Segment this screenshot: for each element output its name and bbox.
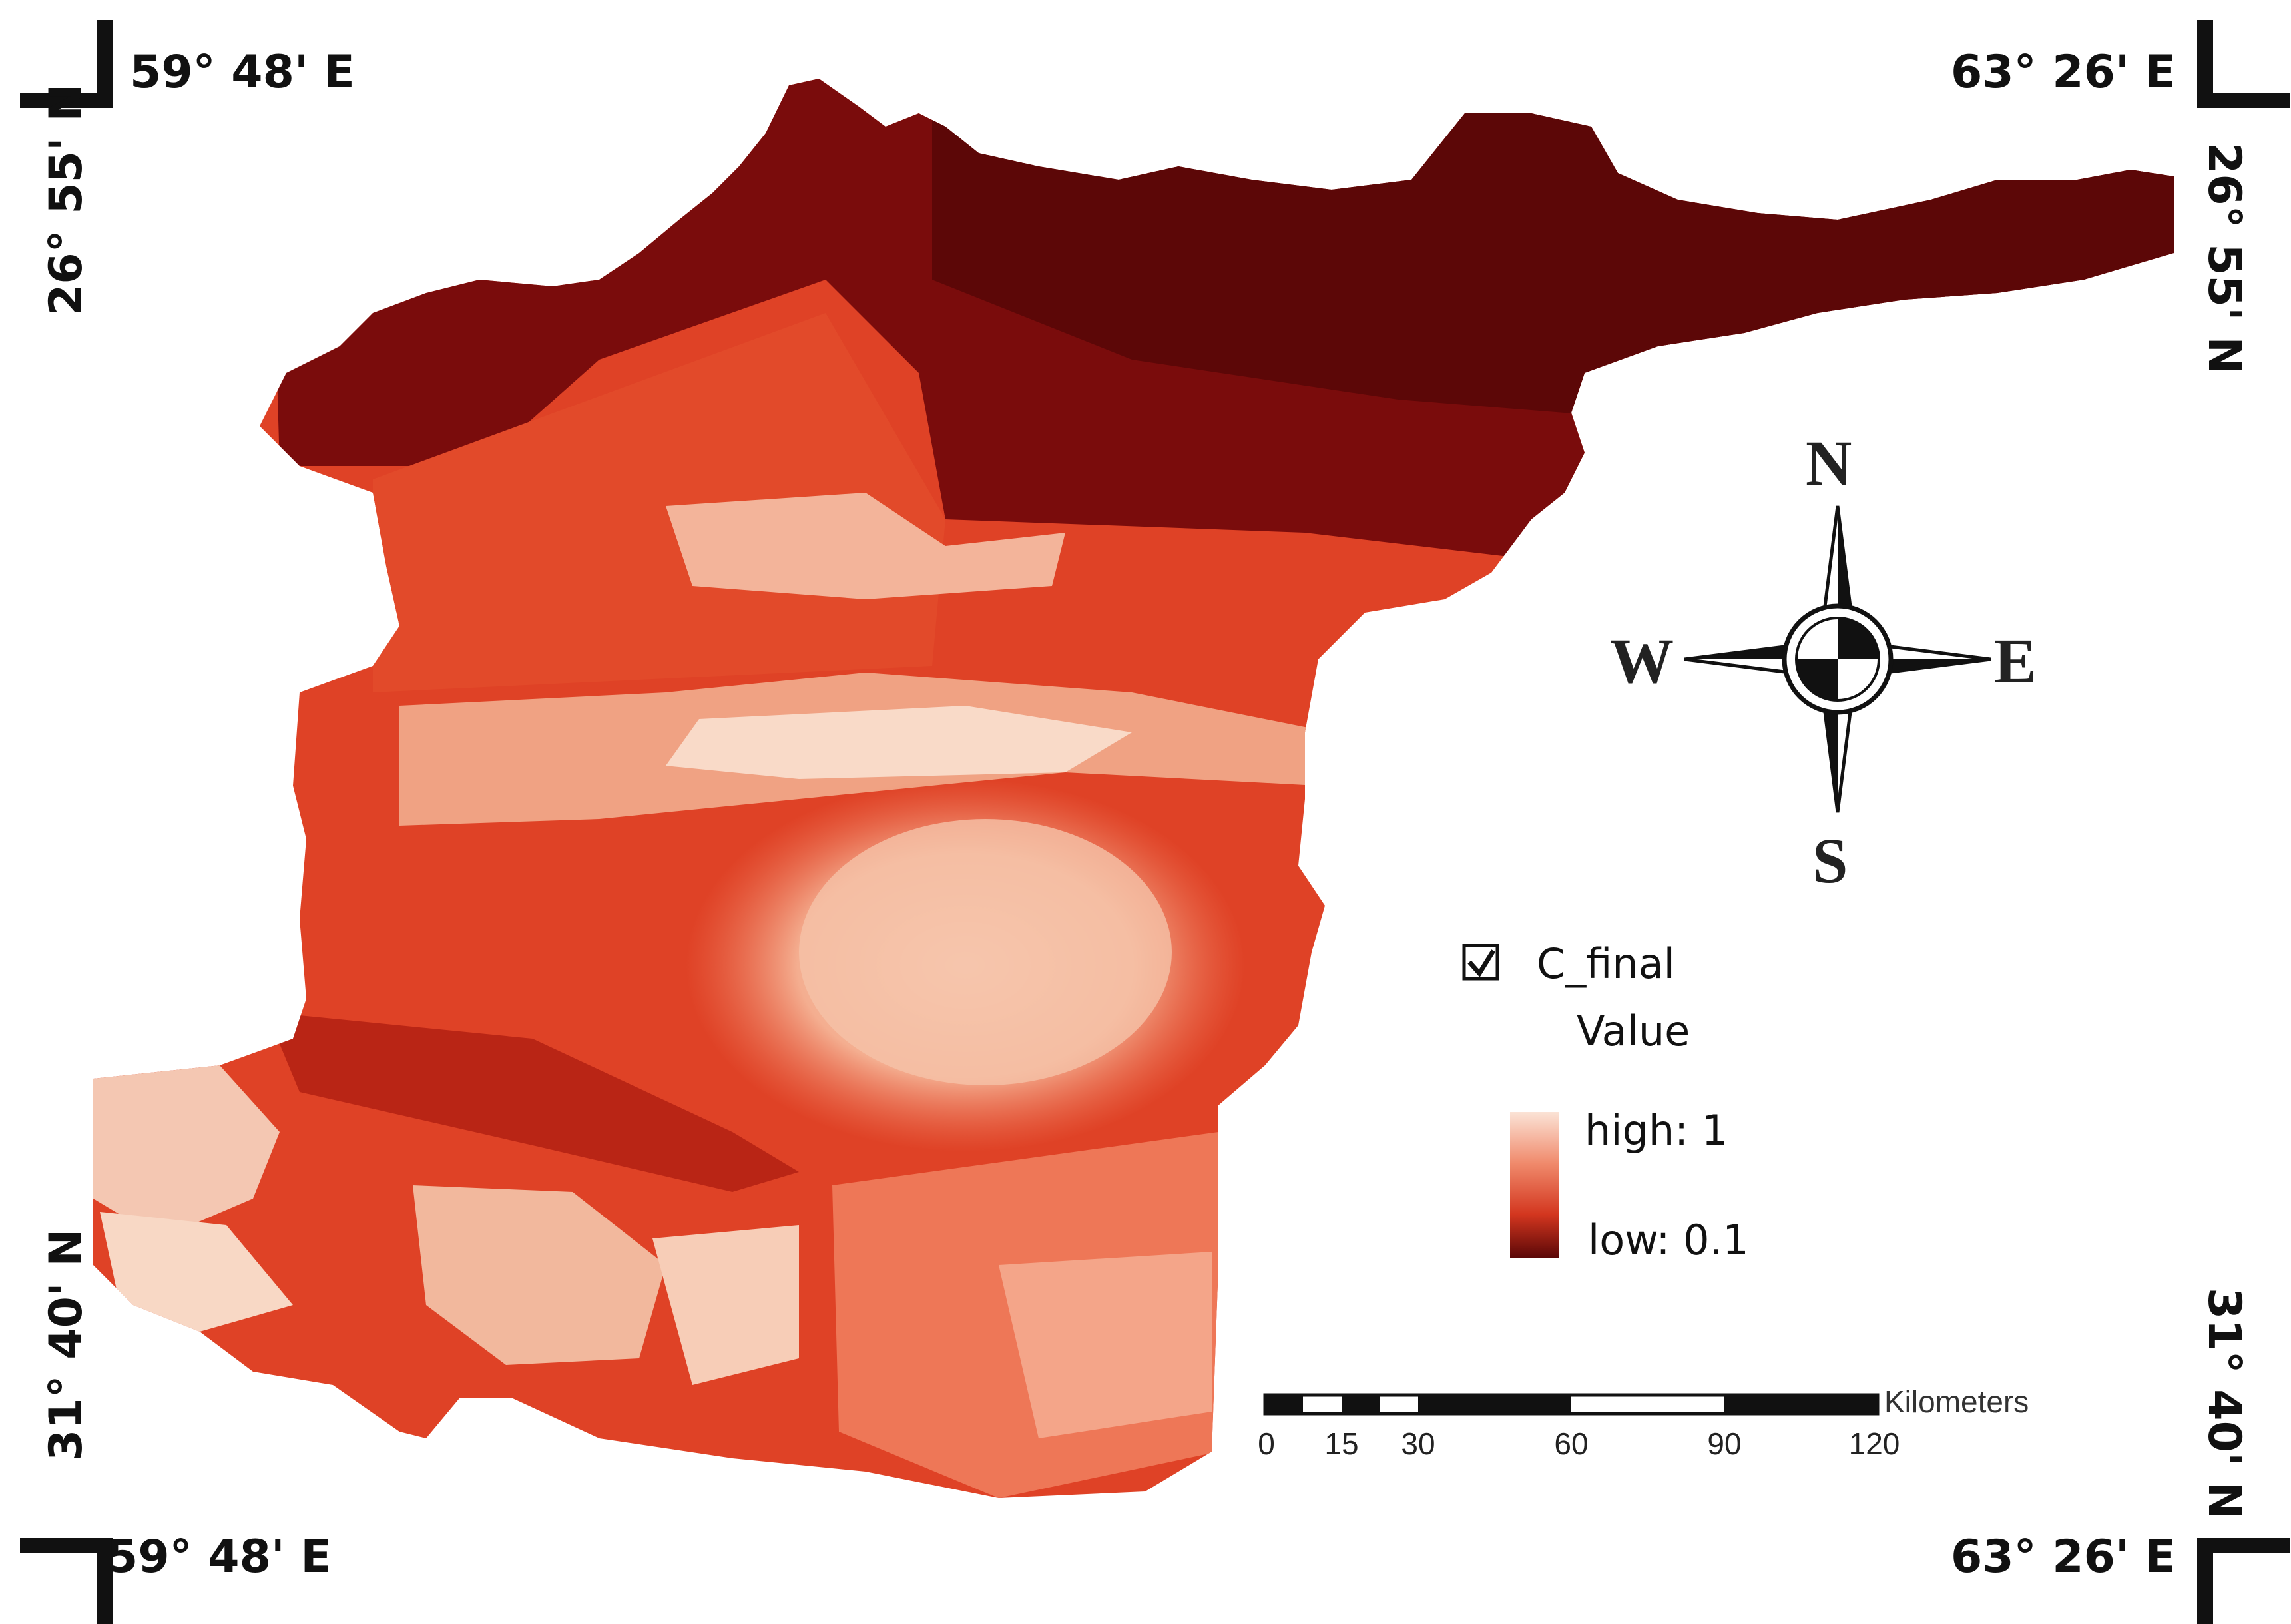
scale-tick-label: 30: [1401, 1426, 1435, 1461]
top-right-longitude: 63° 26' E: [1951, 46, 2176, 99]
legend-checkbox[interactable]: [1462, 944, 1499, 981]
compass-south-label: S: [1812, 825, 1848, 896]
compass-east-label: E: [1994, 625, 2037, 696]
scale-tick-label: 120: [1848, 1426, 1900, 1461]
scale-tick-label: 60: [1554, 1426, 1589, 1461]
bottom-left-latitude: 31° 40' N: [40, 1228, 93, 1461]
corner-brackets: [20, 20, 2290, 1624]
top-right-latitude: 26° 55' N: [2198, 142, 2250, 375]
scale-bar: [1263, 1393, 1880, 1416]
scale-tick-label: 0: [1258, 1426, 1275, 1461]
compass-west-label: W: [1610, 625, 1674, 696]
legend-color-ramp: [1510, 1112, 1559, 1258]
legend-low-label: low: 0.1: [1588, 1216, 1749, 1264]
bottom-right-longitude: 63° 26' E: [1951, 1531, 2176, 1583]
scale-unit-label: Kilometers: [1884, 1384, 2029, 1419]
legend-field-name: Value: [1577, 1007, 1690, 1055]
bottom-left-longitude: 59° 48' E: [107, 1531, 332, 1583]
top-left-latitude: 26° 55' N: [40, 83, 93, 316]
compass-north-label: N: [1806, 427, 1852, 499]
legend-layer-name: C_final: [1537, 940, 1675, 988]
top-left-longitude: 59° 48' E: [130, 46, 355, 99]
scale-tick-label: 90: [1707, 1426, 1742, 1461]
scale-tick-label: 15: [1324, 1426, 1359, 1461]
compass-rose: [1684, 505, 1991, 813]
legend-high-label: high: 1: [1585, 1106, 1728, 1155]
bottom-right-latitude: 31° 40' N: [2198, 1288, 2250, 1520]
